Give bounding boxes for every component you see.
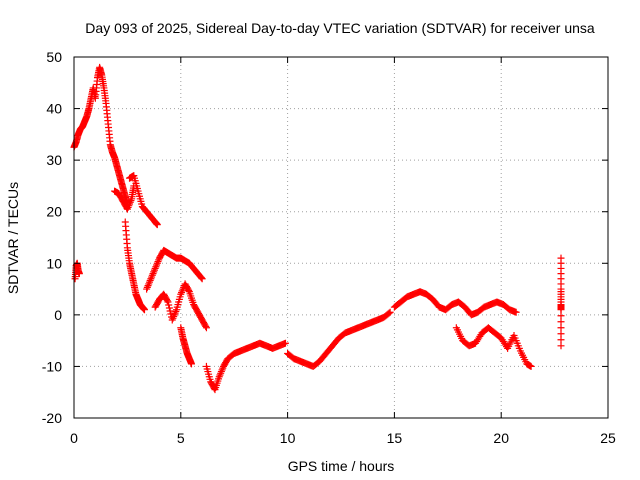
data-point-interp: [172, 307, 180, 315]
data-point-interp: [216, 371, 224, 379]
axis-ticks: 0 5 10 15 20 25 -20 -10 0 10 20 30 40 50: [42, 49, 616, 446]
data-point-interp: [202, 322, 210, 330]
data-point: [151, 264, 159, 272]
data-point-interp: [385, 309, 393, 317]
y-axis-label: SDTVAR / TECUs: [5, 182, 21, 294]
data-point: [75, 270, 83, 278]
y-tick-label: 10: [46, 255, 62, 271]
data-point: [557, 342, 565, 350]
data-point-interp: [557, 324, 565, 332]
data-point: [215, 373, 223, 381]
series-hump: [143, 246, 206, 293]
series-steep-drop: [121, 218, 148, 314]
y-tick-label: 40: [46, 101, 62, 117]
data-point-interp: [165, 304, 173, 312]
gridlines: [74, 57, 608, 418]
data-point-interp: [145, 278, 153, 286]
data-point: [527, 362, 535, 370]
data-point-interp: [150, 268, 158, 276]
data-point-interp: [127, 197, 135, 205]
data-point-interp: [153, 259, 161, 267]
data-point-interp: [126, 198, 134, 206]
data-point: [202, 324, 210, 332]
data-point-interp: [197, 273, 205, 281]
x-axis-label: GPS time / hours: [288, 458, 395, 474]
data-point-interp: [143, 283, 151, 291]
data-point-interp: [171, 309, 179, 317]
series-afternoon-low: [452, 324, 535, 370]
plot-frame: [73, 56, 609, 419]
data-point-interp: [149, 270, 157, 278]
y-tick-label: 30: [46, 152, 62, 168]
series-main-trace: [70, 63, 131, 208]
data-point-interp: [557, 312, 565, 320]
data-point-interp: [154, 258, 162, 266]
series-afternoon: [390, 288, 520, 319]
data-point: [153, 221, 161, 229]
data-point-interp: [170, 311, 178, 319]
y-tick-label: -10: [42, 358, 62, 374]
data-point-interp: [217, 368, 225, 376]
data-point-interp: [150, 266, 158, 274]
data-point: [140, 306, 148, 314]
data-point: [123, 205, 131, 213]
data-point-interp: [125, 202, 133, 210]
data-point-interp: [155, 256, 163, 264]
data-point: [147, 275, 155, 283]
data-point: [164, 298, 172, 306]
series-valley: [202, 339, 289, 394]
data-point-interp: [197, 274, 205, 282]
data-point-interp: [169, 314, 177, 322]
data-point-interp: [557, 336, 565, 344]
data-point: [177, 290, 185, 298]
data-point-interp: [146, 276, 154, 284]
x-tick-label: 20: [493, 430, 509, 446]
data-point-interp: [153, 261, 161, 269]
series-late-points: [557, 254, 565, 350]
data-point-interp: [170, 313, 178, 321]
data-point-interp: [145, 280, 153, 288]
data-point-interp: [144, 282, 152, 290]
series-branch-a: [111, 182, 138, 213]
data-point-interp: [178, 289, 186, 297]
data-point: [512, 308, 520, 316]
data-point-interp: [557, 318, 565, 326]
data-point-interp: [219, 364, 227, 372]
y-tick-label: 20: [46, 204, 62, 220]
y-tick-label: 50: [46, 49, 62, 65]
data-point: [187, 360, 195, 368]
data-points: [70, 63, 565, 394]
x-tick-label: 5: [177, 430, 185, 446]
data-point-interp: [557, 330, 565, 338]
series-branch-b: [126, 172, 161, 229]
data-point-interp: [148, 271, 156, 279]
data-point-interp: [148, 273, 156, 281]
data-point: [386, 308, 394, 316]
data-point-interp: [217, 369, 225, 377]
x-tick-label: 0: [70, 430, 78, 446]
data-point: [168, 316, 176, 324]
data-point-interp: [185, 286, 193, 294]
data-point-interp: [152, 263, 160, 271]
data-point-interp: [124, 203, 132, 211]
x-tick-label: 10: [280, 430, 296, 446]
y-tick-label: 0: [54, 307, 62, 323]
series-mid-day: [284, 308, 394, 370]
series-mid-cluster: [151, 280, 210, 332]
series-low-branch: [177, 324, 195, 368]
data-point: [198, 275, 206, 283]
chart-title: Day 093 of 2025, Sidereal Day-to-day VTE…: [85, 20, 595, 36]
data-point-interp: [218, 366, 226, 374]
data-point: [281, 339, 289, 347]
x-tick-label: 25: [600, 430, 616, 446]
x-tick-label: 15: [387, 430, 403, 446]
data-point-interp: [163, 297, 171, 305]
data-point: [557, 306, 565, 314]
data-point-interp: [165, 301, 173, 309]
data-point-interp: [126, 200, 134, 208]
data-point-interp: [178, 287, 186, 295]
data-point: [143, 285, 151, 293]
y-tick-label: -20: [42, 410, 62, 426]
